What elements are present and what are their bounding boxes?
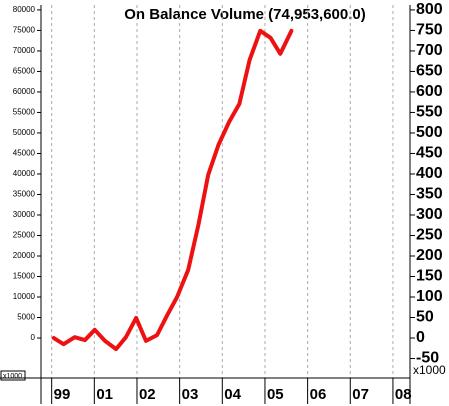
- x-tick-label: 08: [395, 386, 412, 403]
- x-tick-label: 04: [224, 386, 241, 403]
- y2-multiplier: x1000: [413, 363, 446, 377]
- y2-tick-label: 50: [416, 309, 434, 326]
- y-tick-label: 75000: [13, 26, 36, 35]
- y-tick-label: 70000: [13, 46, 36, 55]
- series-line: [51, 28, 294, 352]
- y2-tick-label: 200: [416, 247, 443, 264]
- x-tick-label: 05: [267, 386, 284, 403]
- y2-tick-label: -50: [416, 350, 439, 367]
- y-tick-label: 40000: [13, 169, 36, 178]
- x-tick-label: 07: [352, 386, 369, 403]
- y-tick-label: 45000: [13, 149, 36, 158]
- y-tick-label: 60000: [13, 87, 36, 96]
- y-tick-label: 55000: [13, 108, 36, 117]
- y2-tick-label: 800: [416, 1, 443, 18]
- y2-tick-label: 350: [416, 186, 443, 203]
- y-tick-label: 50000: [13, 128, 36, 137]
- y-tick-label: 30000: [13, 210, 36, 219]
- y2-tick-label: 0: [416, 329, 425, 346]
- chart-title: On Balance Volume (74,953,600.0): [124, 6, 366, 23]
- y2-tick-label: 700: [416, 42, 443, 59]
- y2-tick-label: 150: [416, 268, 443, 285]
- y2-tick-label: 750: [416, 22, 443, 39]
- y2-tick-label: 250: [416, 227, 443, 244]
- y2-tick-label: 550: [416, 104, 443, 121]
- x-tick-label: 99: [54, 386, 71, 403]
- y-tick-label: 25000: [13, 231, 36, 240]
- y-multiplier: x1000: [3, 373, 22, 380]
- y2-tick-label: 300: [416, 206, 443, 223]
- y-tick-label: 10000: [13, 292, 36, 301]
- y2-tick-label: 600: [416, 83, 443, 100]
- y-tick-label: 15000: [13, 272, 36, 281]
- y-tick-label: 35000: [13, 190, 36, 199]
- x-tick-label: 03: [182, 386, 199, 403]
- x-tick-label: 06: [310, 386, 327, 403]
- y-tick-label: 5000: [17, 313, 35, 322]
- y-tick-label: 65000: [13, 67, 36, 76]
- y2-tick-label: 100: [416, 288, 443, 305]
- multiplier-box: [0, 370, 26, 381]
- y-tick-label: 20000: [13, 251, 36, 260]
- y-tick-label: 80000: [13, 5, 36, 14]
- y2-tick-label: 450: [416, 145, 443, 162]
- y2-tick-label: 650: [416, 63, 443, 80]
- x-tick-label: 02: [139, 386, 156, 403]
- x-tick-label: 01: [96, 386, 113, 403]
- y2-tick-label: 500: [416, 124, 443, 141]
- y2-tick-label: 400: [416, 165, 443, 182]
- y-tick-label: 0: [31, 333, 36, 342]
